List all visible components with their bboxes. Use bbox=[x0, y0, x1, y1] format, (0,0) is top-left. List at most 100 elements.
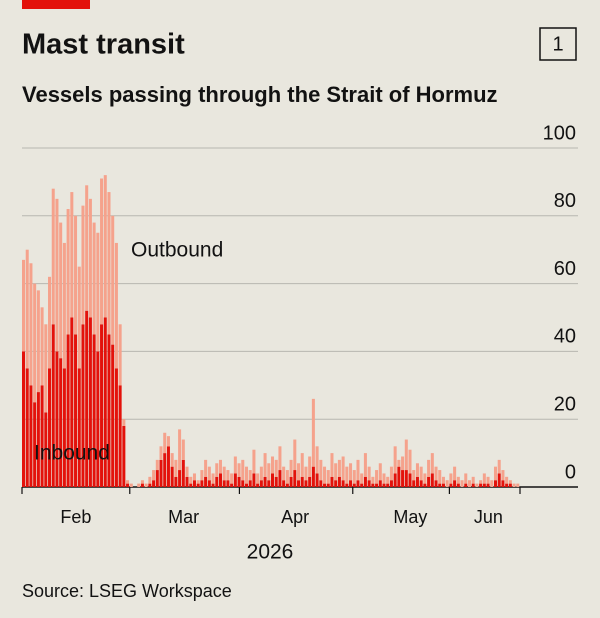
bar bbox=[159, 446, 163, 460]
bar bbox=[408, 473, 412, 487]
bar bbox=[326, 470, 330, 484]
bar bbox=[51, 324, 55, 487]
bar bbox=[304, 466, 308, 481]
bar bbox=[378, 463, 382, 481]
bar bbox=[174, 459, 178, 477]
bar bbox=[412, 470, 416, 481]
subtitle: Vessels passing through the Strait of Ho… bbox=[22, 82, 498, 107]
bar bbox=[88, 198, 92, 318]
bar bbox=[256, 483, 260, 487]
bar bbox=[315, 446, 319, 474]
bar bbox=[482, 473, 486, 484]
bar bbox=[215, 476, 219, 487]
bar bbox=[382, 483, 386, 487]
bar bbox=[371, 476, 375, 484]
annotation: Inbound bbox=[34, 442, 110, 465]
bar bbox=[423, 473, 427, 484]
bar bbox=[282, 466, 286, 481]
bar bbox=[252, 473, 256, 487]
bar bbox=[244, 466, 249, 484]
bar bbox=[419, 466, 423, 481]
bar bbox=[77, 266, 81, 369]
bar bbox=[25, 249, 29, 369]
bar bbox=[92, 222, 96, 335]
bar bbox=[382, 473, 386, 484]
bar bbox=[393, 473, 397, 487]
bar bbox=[330, 476, 334, 487]
bar bbox=[192, 473, 196, 481]
bar bbox=[140, 483, 144, 487]
bar bbox=[456, 483, 460, 487]
bar bbox=[66, 334, 70, 487]
bar bbox=[178, 470, 182, 487]
x-tick-label: May bbox=[393, 507, 427, 527]
bar bbox=[111, 344, 115, 487]
bar bbox=[479, 480, 483, 484]
bar bbox=[367, 480, 371, 487]
bar bbox=[501, 470, 505, 481]
bar bbox=[493, 480, 498, 487]
bar bbox=[319, 480, 323, 487]
bar bbox=[334, 463, 338, 481]
y-tick-label: 20 bbox=[554, 393, 576, 415]
bar bbox=[349, 463, 353, 481]
bar bbox=[233, 473, 237, 487]
bar bbox=[152, 480, 156, 487]
bar bbox=[36, 392, 40, 487]
bar bbox=[334, 480, 338, 487]
bar bbox=[360, 483, 364, 487]
y-tick-label: 0 bbox=[565, 461, 576, 483]
bar bbox=[22, 351, 26, 487]
bar bbox=[289, 476, 293, 487]
bar bbox=[118, 324, 122, 386]
bar bbox=[464, 483, 468, 487]
bar bbox=[323, 483, 327, 487]
bar bbox=[471, 476, 475, 484]
bar bbox=[323, 466, 327, 484]
bar bbox=[211, 483, 215, 487]
bar bbox=[300, 453, 304, 477]
bar bbox=[252, 449, 256, 474]
bar bbox=[456, 476, 460, 484]
bar bbox=[404, 470, 408, 487]
bar bbox=[233, 456, 237, 474]
bar bbox=[434, 466, 438, 481]
bar bbox=[226, 470, 230, 481]
bar bbox=[40, 307, 44, 386]
bar bbox=[33, 283, 37, 403]
bar bbox=[85, 310, 89, 487]
bar bbox=[393, 446, 397, 474]
bar bbox=[107, 192, 111, 335]
y-tick-label: 100 bbox=[543, 122, 576, 144]
bar bbox=[341, 456, 345, 481]
bar bbox=[55, 351, 59, 487]
bar bbox=[96, 232, 100, 352]
bar bbox=[475, 483, 479, 487]
bar bbox=[100, 178, 104, 325]
bar bbox=[77, 368, 81, 487]
y-tick-label: 80 bbox=[554, 190, 576, 212]
bar bbox=[267, 480, 271, 487]
bar bbox=[479, 483, 483, 487]
bar bbox=[315, 473, 319, 487]
bar bbox=[434, 480, 438, 487]
bar bbox=[148, 476, 152, 484]
bar bbox=[259, 466, 263, 481]
bar bbox=[441, 483, 445, 487]
bar bbox=[285, 470, 289, 484]
bar bbox=[196, 483, 200, 487]
bar bbox=[319, 459, 323, 481]
bar bbox=[263, 453, 267, 477]
brand-bar bbox=[22, 0, 90, 9]
bar bbox=[222, 480, 226, 487]
bar bbox=[341, 480, 345, 487]
bar bbox=[114, 242, 118, 369]
bar bbox=[59, 222, 63, 359]
bar bbox=[516, 483, 520, 487]
bar bbox=[300, 476, 304, 487]
badge: 1 bbox=[552, 33, 563, 55]
bar bbox=[226, 480, 230, 487]
bar bbox=[244, 483, 249, 487]
